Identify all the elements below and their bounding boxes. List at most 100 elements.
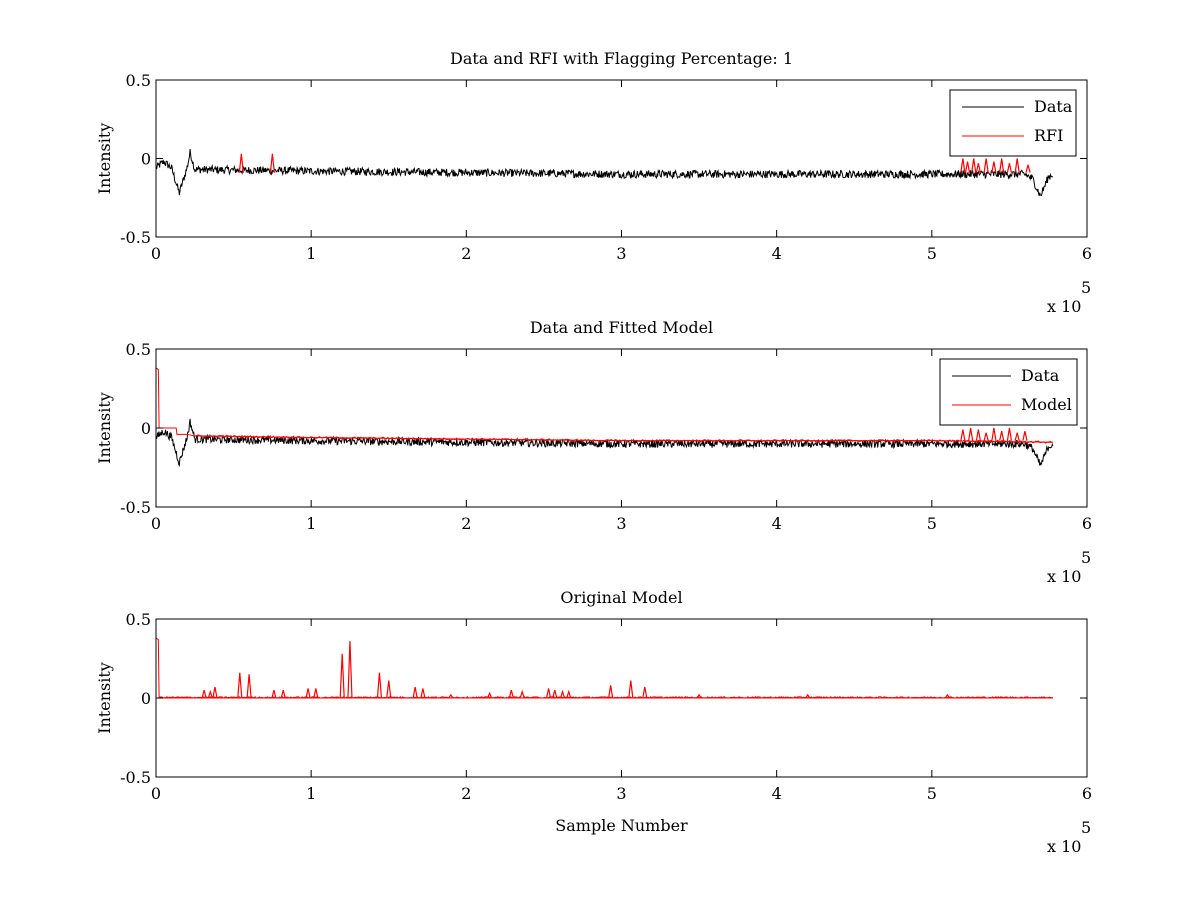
spike: [642, 686, 648, 699]
y-axis-label: Intensity: [95, 662, 114, 734]
x-tick-label: 6: [1082, 784, 1092, 803]
spike: [201, 689, 207, 699]
legend-label-data: Data: [1034, 97, 1073, 116]
spike: [487, 691, 493, 699]
spike: [545, 688, 552, 699]
spike: [696, 693, 702, 699]
spike: [1014, 158, 1020, 173]
spike: [983, 158, 989, 173]
spike: [991, 161, 997, 173]
spike: [975, 429, 981, 441]
x-tick-label: 0: [151, 784, 161, 803]
spike: [412, 686, 418, 699]
spike: [552, 689, 558, 699]
x-tick-label: 1: [306, 514, 316, 533]
y-tick-label: -0.5: [120, 498, 151, 517]
model-line: [155, 367, 1053, 443]
legend-label-data: Data: [1021, 366, 1060, 385]
x-multiplier-exponent: 5: [1081, 548, 1091, 567]
spike: [280, 689, 286, 699]
spike: [991, 427, 997, 441]
x-tick-label: 0: [151, 514, 161, 533]
spike: [1006, 163, 1013, 173]
spike: [246, 674, 252, 699]
spike: [1014, 432, 1020, 441]
spike: [448, 693, 454, 699]
spike: [420, 688, 426, 699]
spike: [805, 693, 811, 699]
y-tick-label: 0: [141, 419, 151, 438]
spike: [559, 689, 566, 699]
spike: [519, 689, 525, 699]
spike: [271, 689, 277, 699]
series-data: [155, 418, 1054, 468]
spike: [386, 680, 392, 699]
axes-box: [155, 79, 1088, 238]
spike: [628, 680, 634, 699]
data-trace: [155, 418, 1054, 468]
spike: [347, 641, 353, 699]
x-multiplier-exponent: 5: [1081, 278, 1091, 297]
x-tick-label: 5: [927, 784, 937, 803]
spike: [1006, 427, 1013, 441]
model-line: [155, 637, 1053, 699]
x-multiplier-exponent: 5: [1081, 818, 1091, 837]
x-tick-label: 2: [461, 784, 471, 803]
spike: [212, 686, 218, 699]
spike: [313, 688, 319, 699]
spike: [237, 672, 243, 699]
spike: [269, 153, 275, 173]
spike: [999, 158, 1005, 173]
model-baseline-ripple: [158, 696, 1054, 699]
spike: [566, 689, 572, 699]
spike: [964, 161, 971, 173]
x-tick-label: 3: [616, 784, 626, 803]
spike: [339, 653, 345, 699]
x-tick-label: 4: [772, 784, 782, 803]
x-multiplier: x 10: [1047, 837, 1081, 856]
series-model: [155, 637, 1054, 699]
y-axis-label: Intensity: [95, 392, 114, 464]
x-tick-label: 4: [772, 514, 782, 533]
x-tick-label: 2: [461, 514, 471, 533]
x-tick-label: 3: [616, 514, 626, 533]
legend-box: [939, 358, 1078, 426]
chart-title: Data and Fitted Model: [530, 318, 713, 337]
spike: [999, 431, 1005, 441]
x-tick-label: 5: [927, 514, 937, 533]
legend-label-model: Model: [1021, 395, 1072, 414]
model-line-detail: [194, 434, 1053, 444]
x-tick-label: 2: [461, 244, 471, 263]
spike: [238, 153, 244, 173]
spike: [960, 429, 966, 441]
spike: [608, 685, 614, 699]
x-multiplier: x 10: [1047, 567, 1081, 586]
chart-title: Original Model: [560, 588, 682, 607]
series-model: [155, 367, 1053, 444]
spike: [968, 427, 974, 441]
x-tick-label: 6: [1082, 244, 1092, 263]
x-axis-label: Sample Number: [555, 816, 688, 835]
legend-box: [949, 89, 1077, 157]
spike: [944, 693, 950, 699]
spike: [1022, 431, 1028, 441]
legend: Data RFI: [949, 89, 1077, 157]
data-trace: [155, 148, 1053, 197]
spike: [508, 689, 514, 699]
x-tick-label: 5: [927, 244, 937, 263]
series-data: [155, 148, 1053, 197]
y-tick-label: 0: [141, 150, 151, 169]
y-tick-label: 0.5: [126, 610, 151, 629]
spike: [975, 163, 981, 173]
x-tick-label: 1: [306, 784, 316, 803]
x-multiplier: x 10: [1047, 297, 1081, 316]
y-tick-label: 0.5: [126, 71, 151, 90]
y-axis-label: Intensity: [95, 123, 114, 195]
x-tick-label: 4: [772, 244, 782, 263]
spike: [971, 158, 977, 173]
chart-title: Data and RFI with Flagging Percentage: 1: [450, 49, 793, 68]
y-tick-label: -0.5: [120, 228, 151, 247]
